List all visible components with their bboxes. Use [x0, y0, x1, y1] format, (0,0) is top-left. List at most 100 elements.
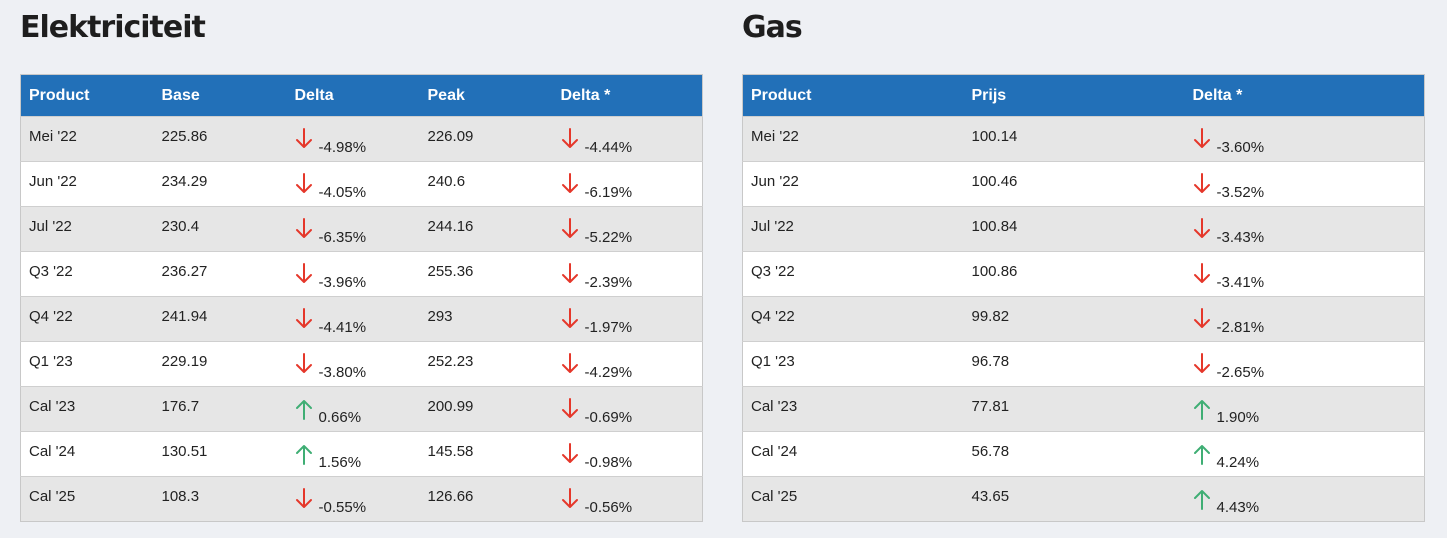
- product-cell: Q1 '23: [29, 353, 73, 370]
- delta-value: -4.41%: [318, 319, 367, 336]
- product-cell: Cal '23: [29, 398, 76, 415]
- arrow-down-icon: [561, 488, 578, 508]
- price-cell: 99.82: [971, 308, 1010, 325]
- base-delta-cell: -0.55%: [287, 477, 420, 522]
- price-cell: 100.86: [971, 263, 1018, 280]
- delta-indicator: -6.19%: [561, 173, 632, 201]
- delta-value: -0.55%: [318, 499, 367, 516]
- electricity-header-row: Product Base Delta Peak Delta *: [20, 74, 703, 117]
- arrow-down-icon: [561, 263, 578, 283]
- delta-indicator: -3.41%: [1193, 263, 1264, 291]
- arrow-up-icon: [1193, 400, 1210, 420]
- peak-cell: 226.09: [427, 128, 474, 145]
- delta-indicator: 0.66%: [295, 398, 361, 426]
- delta-value: -2.65%: [1216, 364, 1265, 381]
- delta-value: -4.29%: [584, 364, 633, 381]
- delta-value: -5.22%: [584, 229, 633, 246]
- arrow-down-icon: [295, 488, 312, 508]
- peak-delta-cell: -0.98%: [553, 432, 703, 477]
- delta-indicator: -3.80%: [295, 353, 366, 381]
- delta-indicator: -1.97%: [561, 308, 632, 336]
- table-row: Q1 '23 96.78 -2.65%: [742, 341, 1425, 387]
- header-price: Prijs: [971, 86, 1007, 104]
- delta-indicator: -3.96%: [295, 263, 366, 291]
- price-cell: 96.78: [971, 353, 1010, 370]
- base-cell: 230.4: [161, 218, 200, 235]
- delta-value: -3.96%: [318, 274, 367, 291]
- delta-indicator: -2.65%: [1193, 353, 1264, 381]
- delta-indicator: 4.43%: [1193, 488, 1259, 516]
- delta-value: -4.44%: [584, 139, 633, 156]
- arrow-down-icon: [561, 173, 578, 193]
- table-row: Jun '22 100.46 -3.52%: [742, 161, 1425, 207]
- table-row: Cal '24 130.51 1.56% 145.58 -0.98%: [20, 431, 703, 477]
- peak-cell: 240.6: [427, 173, 466, 190]
- table-row: Q3 '22 100.86 -3.41%: [742, 251, 1425, 297]
- product-cell: Jul '22: [29, 218, 72, 235]
- product-cell: Q3 '22: [29, 263, 73, 280]
- peak-delta-cell: -4.44%: [553, 117, 703, 162]
- peak-cell: 126.66: [427, 488, 474, 505]
- product-cell: Cal '24: [751, 443, 798, 460]
- product-cell: Q3 '22: [751, 263, 795, 280]
- product-cell: Jul '22: [751, 218, 794, 235]
- arrow-down-icon: [561, 353, 578, 373]
- delta-indicator: -5.22%: [561, 218, 632, 246]
- product-cell: Jun '22: [751, 173, 799, 190]
- delta-indicator: -0.55%: [295, 488, 366, 516]
- base-cell: 241.94: [161, 308, 208, 325]
- delta-value: 4.24%: [1216, 454, 1260, 471]
- delta-indicator: -4.41%: [295, 308, 366, 336]
- delta-indicator: -3.60%: [1193, 128, 1264, 156]
- arrow-down-icon: [561, 398, 578, 418]
- arrow-down-icon: [561, 128, 578, 148]
- delta-indicator: -4.98%: [295, 128, 366, 156]
- arrow-down-icon: [561, 308, 578, 328]
- base-cell: 108.3: [161, 488, 200, 505]
- table-row: Mei '22 225.86 -4.98% 226.09 -4.44%: [20, 116, 703, 162]
- arrow-down-icon: [561, 443, 578, 463]
- delta-value: -0.98%: [584, 454, 633, 471]
- header-peak: Peak: [427, 86, 465, 104]
- electricity-table: Product Base Delta Peak Delta * Mei '22 2…: [20, 74, 703, 522]
- header-product: Product: [29, 86, 90, 104]
- base-delta-cell: -6.35%: [287, 207, 420, 252]
- delta-cell: -3.52%: [1185, 162, 1425, 207]
- base-cell: 236.27: [161, 263, 208, 280]
- peak-cell: 252.23: [427, 353, 474, 370]
- arrow-up-icon: [1193, 490, 1210, 510]
- base-delta-cell: -4.98%: [287, 117, 420, 162]
- price-cell: 100.14: [971, 128, 1018, 145]
- table-row: Q4 '22 99.82 -2.81%: [742, 296, 1425, 342]
- table-row: Q3 '22 236.27 -3.96% 255.36 -2.39%: [20, 251, 703, 297]
- delta-cell: 1.90%: [1185, 387, 1425, 432]
- table-row: Mei '22 100.14 -3.60%: [742, 116, 1425, 162]
- base-delta-cell: -4.41%: [287, 297, 420, 342]
- delta-indicator: -0.56%: [561, 488, 632, 516]
- delta-value: -6.19%: [584, 184, 633, 201]
- delta-cell: 4.43%: [1185, 477, 1425, 522]
- arrow-down-icon: [295, 263, 312, 283]
- base-delta-cell: -4.05%: [287, 162, 420, 207]
- delta-cell: -2.65%: [1185, 342, 1425, 387]
- delta-value: -1.97%: [584, 319, 633, 336]
- table-row: Jul '22 230.4 -6.35% 244.16 -5.22%: [20, 206, 703, 252]
- product-cell: Cal '25: [29, 488, 76, 505]
- arrow-down-icon: [1193, 218, 1210, 238]
- table-row: Jun '22 234.29 -4.05% 240.6 -6.19%: [20, 161, 703, 207]
- delta-value: -3.41%: [1216, 274, 1265, 291]
- delta-indicator: -2.81%: [1193, 308, 1264, 336]
- arrow-down-icon: [295, 173, 312, 193]
- product-cell: Cal '24: [29, 443, 76, 460]
- electricity-title: Elektriciteit: [20, 10, 206, 45]
- delta-value: -6.35%: [318, 229, 367, 246]
- peak-delta-cell: -2.39%: [553, 252, 703, 297]
- product-cell: Q1 '23: [751, 353, 795, 370]
- delta-value: -0.56%: [584, 499, 633, 516]
- header-product: Product: [751, 86, 812, 104]
- arrow-down-icon: [561, 218, 578, 238]
- peak-delta-cell: -0.56%: [553, 477, 703, 522]
- table-row: Cal '24 56.78 4.24%: [742, 431, 1425, 477]
- delta-value: 1.90%: [1216, 409, 1260, 426]
- arrow-down-icon: [1193, 263, 1210, 283]
